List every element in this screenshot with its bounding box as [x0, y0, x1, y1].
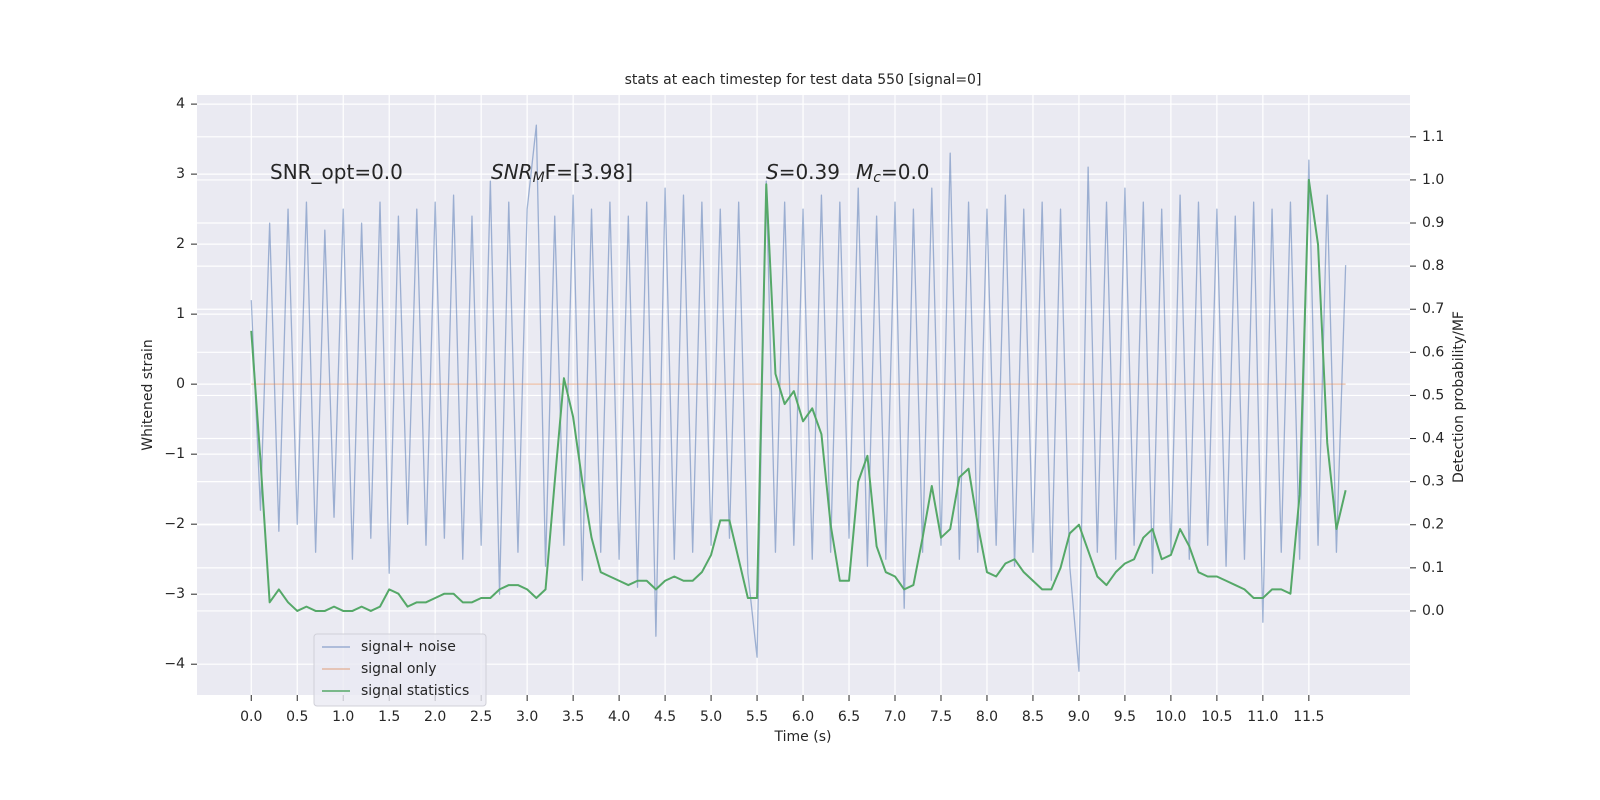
- y2-tick-label: 0.6: [1422, 344, 1444, 360]
- y-tick-label: 1: [176, 306, 185, 322]
- x-tick-label: 11.0: [1247, 709, 1278, 725]
- legend-label: signal statistics: [361, 683, 469, 699]
- x-tick-label: 3.0: [516, 709, 538, 725]
- y-tick-label: 3: [176, 166, 185, 182]
- y2-tick-label: 0.5: [1422, 387, 1444, 403]
- annotation-text: =0.0: [881, 160, 930, 184]
- annotation-text: M: [533, 170, 545, 186]
- y2-tick-label: 1.0: [1422, 172, 1444, 188]
- y2-tick-label: 0.4: [1422, 431, 1444, 447]
- legend-box: [313, 633, 487, 707]
- y2-tick-label: 0.1: [1422, 560, 1444, 576]
- series-line: [250, 124, 1347, 672]
- y-tick-label: −4: [164, 656, 185, 672]
- axes: 0.0 0.5 1.0 1.5 2.0 2.5 3.0 3.5 4.0 4.5 5.0 5.5 6.0 6…: [164, 96, 1444, 725]
- legend: signal+ noise signal only signal statistic…: [313, 633, 487, 707]
- y2-tick-label: 1.1: [1422, 129, 1444, 145]
- y-tick-label: 4: [176, 96, 185, 112]
- y2-tick-label: 0.7: [1422, 301, 1444, 317]
- y-tick-label: −3: [164, 586, 185, 602]
- x-axis-label: Time (s): [774, 729, 832, 745]
- x-tick-label: 3.5: [562, 709, 584, 725]
- x-tick-label: 8.0: [976, 709, 998, 725]
- annotation: SNR_opt=0.0: [270, 160, 403, 184]
- y-axis-label: Whitened strain: [140, 339, 156, 450]
- y2-tick-label: 0.3: [1422, 474, 1444, 490]
- y2-tick-label: 0.9: [1422, 215, 1444, 231]
- marks: [250, 124, 1347, 672]
- annotation-text: F=[3.98]: [545, 160, 633, 184]
- annotation-text: SNR_opt=0.0: [270, 160, 403, 184]
- x-tick-label: 2.0: [424, 709, 446, 725]
- y2-tick-label: 0.0: [1422, 603, 1444, 619]
- x-tick-label: 11.5: [1293, 709, 1324, 725]
- x-tick-label: 10.5: [1201, 709, 1232, 725]
- x-tick-label: 8.5: [1022, 709, 1044, 725]
- x-tick-label: 0.0: [240, 709, 262, 725]
- annotation-text: M: [856, 160, 873, 184]
- y2-tick-label: 0.8: [1422, 258, 1444, 274]
- series-line: [250, 178, 1347, 612]
- legend-label: signal only: [361, 661, 436, 677]
- annotation-text: S: [766, 160, 779, 184]
- y-tick-label: 2: [176, 236, 185, 252]
- x-tick-label: 2.5: [470, 709, 492, 725]
- x-tick-label: 7.0: [884, 709, 906, 725]
- x-tick-label: 10.0: [1155, 709, 1186, 725]
- x-tick-label: 4.0: [608, 709, 630, 725]
- x-tick-label: 7.5: [930, 709, 952, 725]
- x-tick-label: 5.5: [746, 709, 768, 725]
- y-tick-label: −2: [164, 516, 185, 532]
- y2-tick-label: 0.2: [1422, 517, 1444, 533]
- x-tick-label: 6.0: [792, 709, 814, 725]
- x-tick-label: 6.5: [838, 709, 860, 725]
- annotation-text: c: [873, 170, 881, 186]
- legend-label: signal+ noise: [361, 639, 456, 655]
- x-tick-label: 9.5: [1114, 709, 1136, 725]
- chart-title: stats at each timestep for test data 550…: [625, 72, 982, 88]
- x-tick-label: 0.5: [286, 709, 308, 725]
- x-tick-label: 5.0: [700, 709, 722, 725]
- annotation-text: SNR: [491, 160, 533, 184]
- annotation: SNRMF=[3.98]: [491, 160, 633, 187]
- y-tick-label: 0: [176, 376, 185, 392]
- x-tick-label: 1.5: [378, 709, 400, 725]
- x-tick-label: 9.0: [1068, 709, 1090, 725]
- x-tick-label: 4.5: [654, 709, 676, 725]
- annotation-text: =0.39: [779, 160, 840, 184]
- annotation: S=0.39 Mc=0.0: [766, 160, 930, 187]
- y2-axis-label: Detection probability/MF: [1451, 311, 1467, 483]
- y-tick-label: −1: [164, 446, 185, 462]
- x-tick-label: 1.0: [332, 709, 354, 725]
